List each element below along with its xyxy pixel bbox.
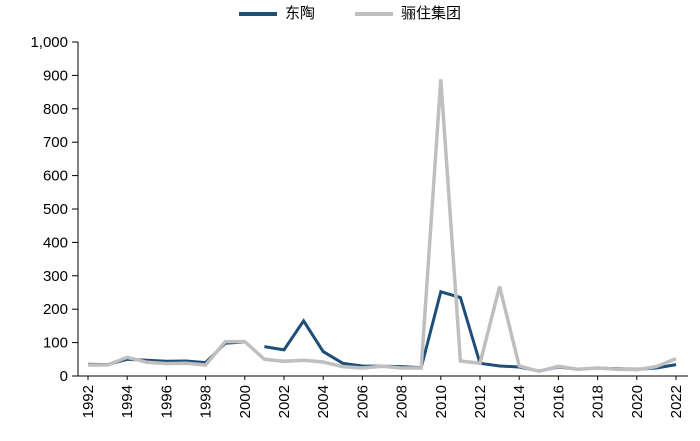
y-tick-label: 0 (60, 368, 68, 385)
x-tick-label: 2018 (590, 385, 607, 418)
legend-label-lixil: 骊住集团 (401, 5, 462, 22)
x-tick-label: 2008 (394, 385, 411, 418)
x-tick-label: 2004 (315, 385, 332, 418)
y-tick-label: 900 (43, 67, 68, 84)
y-tick-label: 300 (43, 268, 68, 285)
x-tick-label: 2020 (629, 385, 646, 418)
x-tick-label: 2014 (511, 385, 528, 418)
series-line-0 (264, 289, 677, 373)
y-tick-label: 200 (43, 301, 68, 318)
x-tick-label: 1992 (80, 385, 97, 418)
x-tick-label: 1994 (119, 385, 136, 418)
y-tick-label: 700 (43, 134, 68, 151)
legend-item-lixil: 骊住集团 (355, 6, 461, 21)
legend-label-dongtao: 东陶 (284, 5, 315, 22)
y-tick-label: 800 (43, 101, 68, 118)
x-tick-label: 2022 (668, 385, 685, 418)
x-tick-label: 1996 (158, 385, 175, 418)
y-tick-label: 400 (43, 234, 68, 251)
y-tick-label: 100 (43, 335, 68, 352)
legend: 东陶 骊住集团 (0, 6, 700, 21)
x-tick-label: 2010 (433, 385, 450, 418)
x-tick-label: 2000 (237, 385, 254, 418)
series-line-1 (88, 79, 677, 374)
legend-swatch-lixil (355, 11, 393, 16)
y-tick-label: 1,000 (30, 34, 68, 51)
x-tick-label: 2012 (472, 385, 489, 418)
legend-swatch-dongtao (238, 11, 277, 16)
y-tick-label: 500 (43, 201, 68, 218)
legend-item-dongtao: 东陶 (238, 5, 315, 22)
x-tick-label: 2006 (354, 385, 371, 418)
y-tick-label: 600 (43, 168, 68, 185)
x-tick-label: 1998 (198, 385, 215, 418)
x-tick-label: 2002 (276, 385, 293, 418)
x-tick-label: 2016 (550, 385, 567, 418)
